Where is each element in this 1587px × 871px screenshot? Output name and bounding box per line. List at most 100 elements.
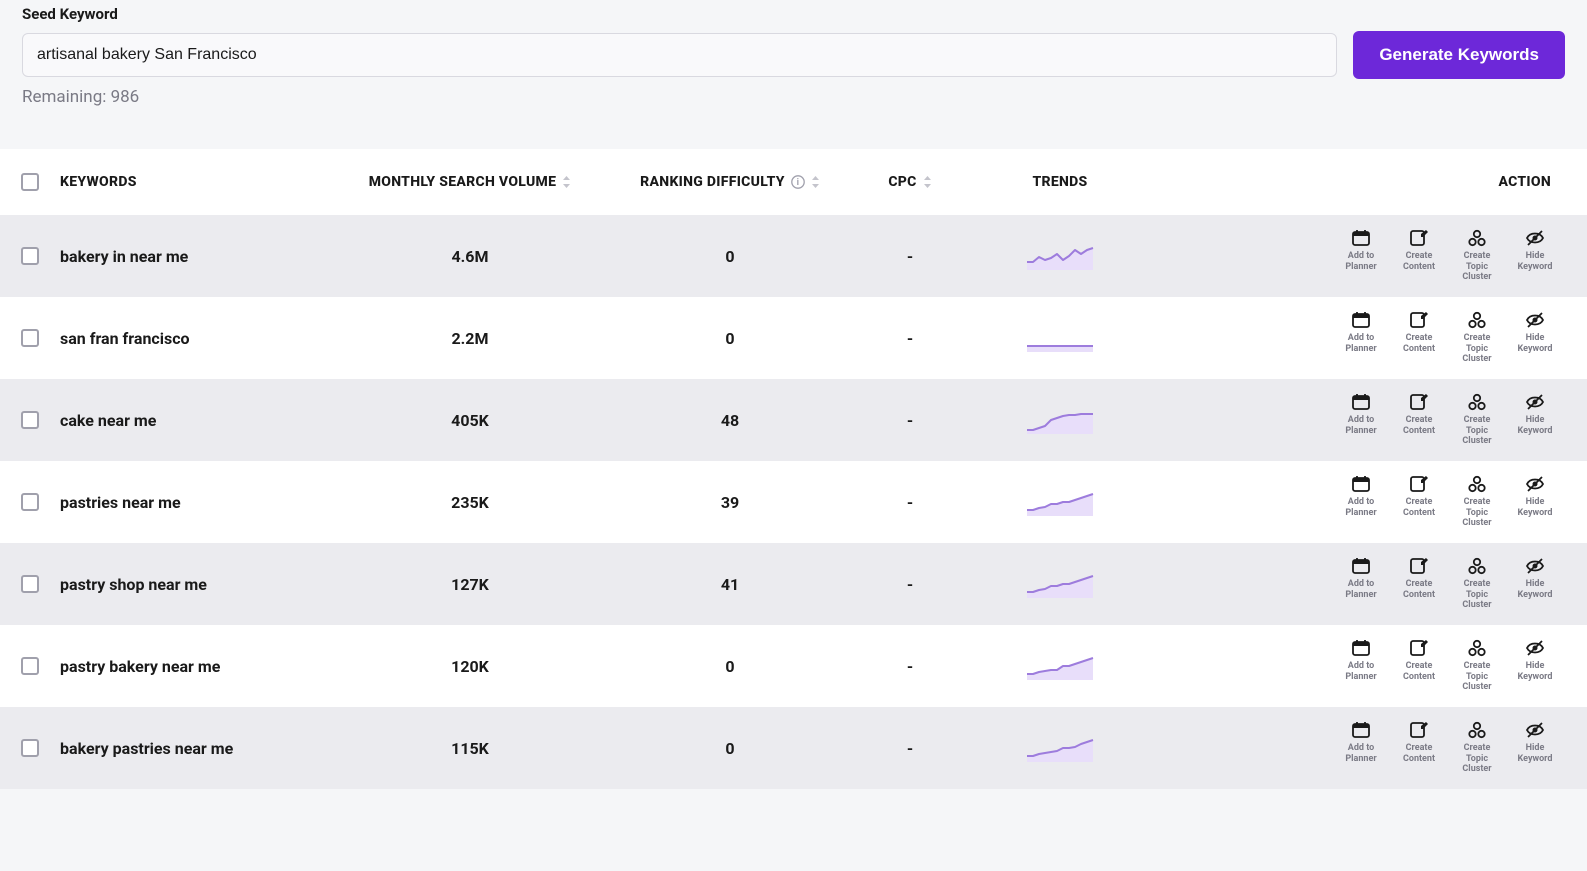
create-content-button[interactable]: Create Content: [1395, 229, 1443, 282]
action-label: Hide Keyword: [1511, 497, 1559, 518]
hide-keyword-button[interactable]: Hide Keyword: [1511, 475, 1559, 528]
create-topic-cluster-button[interactable]: Create Topic Cluster: [1453, 721, 1501, 774]
select-all-checkbox[interactable]: [21, 173, 39, 191]
edit-icon: [1409, 475, 1429, 493]
cpc-cell: -: [860, 247, 960, 266]
hide-keyword-button[interactable]: Hide Keyword: [1511, 639, 1559, 692]
difficulty-cell: 48: [600, 411, 860, 430]
generate-keywords-button[interactable]: Generate Keywords: [1353, 31, 1565, 79]
hide-keyword-button[interactable]: Hide Keyword: [1511, 311, 1559, 364]
eye-off-icon: [1525, 311, 1545, 329]
row-checkbox-cell: [0, 739, 60, 757]
action-label: Add to Planner: [1337, 743, 1385, 764]
create-content-button[interactable]: Create Content: [1395, 721, 1443, 774]
hide-keyword-button[interactable]: Hide Keyword: [1511, 721, 1559, 774]
trend-cell: [960, 406, 1160, 434]
action-label: Add to Planner: [1337, 497, 1385, 518]
select-all-cell: [0, 173, 60, 191]
create-topic-cluster-button[interactable]: Create Topic Cluster: [1453, 229, 1501, 282]
row-checkbox-cell: [0, 493, 60, 511]
trend-sparkline: [1025, 242, 1095, 270]
create-topic-cluster-button[interactable]: Create Topic Cluster: [1453, 393, 1501, 446]
remaining-count: Remaining: 986: [22, 87, 1565, 107]
action-label: Add to Planner: [1337, 251, 1385, 272]
difficulty-cell: 0: [600, 657, 860, 676]
add-to-planner-button[interactable]: Add to Planner: [1337, 639, 1385, 692]
cpc-cell: -: [860, 411, 960, 430]
column-header-action-label: ACTION: [1498, 174, 1551, 190]
create-topic-cluster-button[interactable]: Create Topic Cluster: [1453, 311, 1501, 364]
column-header-volume-label: MONTHLY SEARCH VOLUME: [369, 174, 557, 190]
action-label: Hide Keyword: [1511, 333, 1559, 354]
trend-cell: [960, 488, 1160, 516]
row-checkbox[interactable]: [21, 657, 39, 675]
edit-icon: [1409, 311, 1429, 329]
create-topic-cluster-button[interactable]: Create Topic Cluster: [1453, 475, 1501, 528]
svg-text:i: i: [796, 178, 799, 188]
trend-cell: [960, 652, 1160, 680]
create-topic-cluster-button[interactable]: Create Topic Cluster: [1453, 557, 1501, 610]
sort-icon: [562, 176, 571, 188]
row-checkbox[interactable]: [21, 739, 39, 757]
action-label: Hide Keyword: [1511, 415, 1559, 436]
action-label: Add to Planner: [1337, 661, 1385, 682]
edit-icon: [1409, 639, 1429, 657]
actions-cell: Add to Planner Create ContentCreate Topic…: [1160, 475, 1587, 528]
row-checkbox[interactable]: [21, 247, 39, 265]
action-label: Create Topic Cluster: [1453, 579, 1501, 610]
create-content-button[interactable]: Create Content: [1395, 557, 1443, 610]
trend-sparkline: [1025, 570, 1095, 598]
column-header-difficulty-label: RANKING DIFFICULTY: [640, 174, 785, 190]
row-checkbox[interactable]: [21, 575, 39, 593]
add-to-planner-button[interactable]: Add to Planner: [1337, 557, 1385, 610]
actions-cell: Add to Planner Create Content Create Topic…: [1160, 639, 1587, 692]
calendar-icon: [1351, 229, 1371, 247]
table-header-row: KEYWORDS MONTHLY SEARCH VOLUME RANKING D…: [0, 149, 1587, 215]
add-to-planner-button[interactable]: Add to Planner: [1337, 475, 1385, 528]
add-to-planner-button[interactable]: Add to Planner: [1337, 721, 1385, 774]
create-content-button[interactable]: Create Content: [1395, 475, 1443, 528]
edit-icon: [1409, 557, 1429, 575]
info-icon[interactable]: i: [791, 175, 805, 189]
seed-keyword-input[interactable]: [22, 33, 1337, 77]
sort-icon: [811, 176, 820, 188]
create-content-button[interactable]: Create Content: [1395, 311, 1443, 364]
hide-keyword-button[interactable]: Hide Keyword: [1511, 557, 1559, 610]
keyword-cell: cake near me: [60, 411, 340, 430]
create-topic-cluster-button[interactable]: Create Topic Cluster: [1453, 639, 1501, 692]
row-checkbox[interactable]: [21, 329, 39, 347]
add-to-planner-button[interactable]: Add to Planner: [1337, 311, 1385, 364]
volume-cell: 4.6M: [340, 247, 600, 266]
cpc-cell: -: [860, 739, 960, 758]
keyword-cell: bakery pastries near me: [60, 739, 340, 758]
add-to-planner-button[interactable]: Add to Planner: [1337, 229, 1385, 282]
actions-cell: Add to PlannerCreate Content Create Topic…: [1160, 557, 1587, 610]
action-label: Create Topic Cluster: [1453, 251, 1501, 282]
column-header-trends: TRENDS: [960, 174, 1160, 190]
volume-cell: 127K: [340, 575, 600, 594]
seed-row: Generate Keywords: [22, 31, 1565, 79]
cpc-cell: -: [860, 493, 960, 512]
create-content-button[interactable]: Create Content: [1395, 639, 1443, 692]
table-row: bakery in near me4.6M0-Add to PlannerCre…: [0, 215, 1587, 297]
row-checkbox[interactable]: [21, 493, 39, 511]
row-checkbox[interactable]: [21, 411, 39, 429]
hide-keyword-button[interactable]: Hide Keyword: [1511, 393, 1559, 446]
create-content-button[interactable]: Create Content: [1395, 393, 1443, 446]
difficulty-cell: 0: [600, 329, 860, 348]
keyword-cell: pastry shop near me: [60, 575, 340, 594]
table-row: pastry shop near me127K41-Add to Planner…: [0, 543, 1587, 625]
hide-keyword-button[interactable]: Hide Keyword: [1511, 229, 1559, 282]
cluster-icon: [1467, 557, 1487, 575]
column-header-difficulty[interactable]: RANKING DIFFICULTY i: [600, 174, 860, 190]
calendar-icon: [1351, 639, 1371, 657]
row-checkbox-cell: [0, 247, 60, 265]
volume-cell: 405K: [340, 411, 600, 430]
calendar-icon: [1351, 557, 1371, 575]
column-header-volume[interactable]: MONTHLY SEARCH VOLUME: [340, 174, 600, 190]
difficulty-cell: 0: [600, 739, 860, 758]
action-label: Create Content: [1395, 661, 1443, 682]
column-header-cpc[interactable]: CPC: [860, 174, 960, 190]
trend-cell: [960, 734, 1160, 762]
add-to-planner-button[interactable]: Add to Planner: [1337, 393, 1385, 446]
